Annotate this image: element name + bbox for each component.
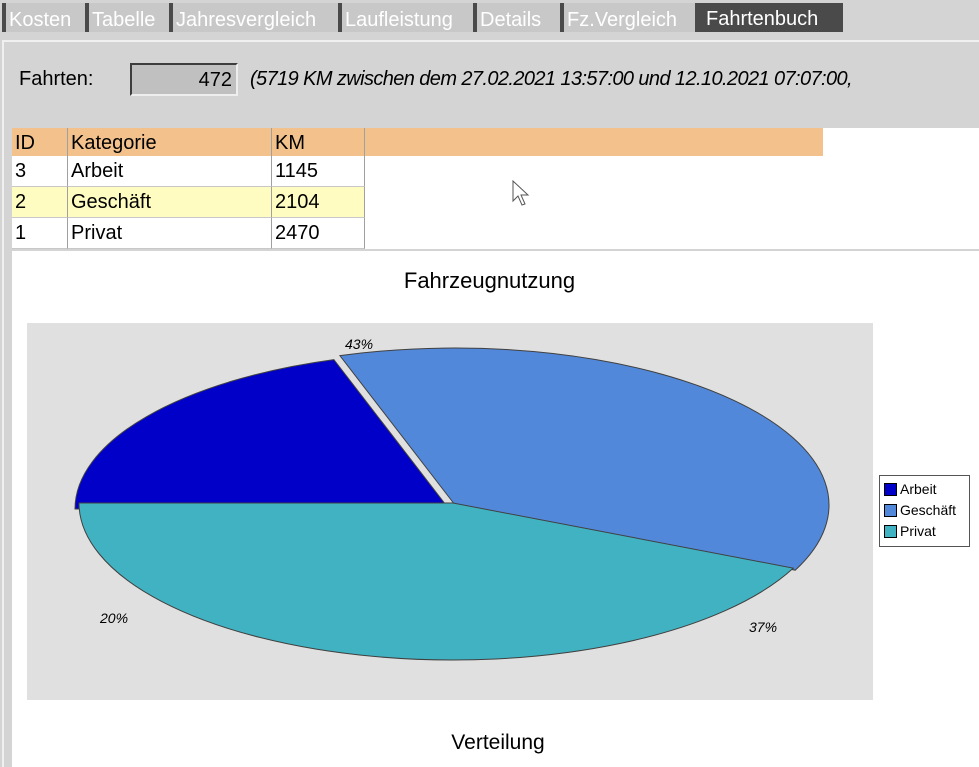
- legend-item-arbeit: Arbeit: [884, 479, 969, 500]
- tab-laufleistung[interactable]: Laufleistung: [338, 3, 473, 32]
- legend-item-privat: Privat: [884, 521, 969, 542]
- tab-fahrtenbuch[interactable]: Fahrtenbuch: [695, 3, 843, 32]
- fahrten-count-field[interactable]: 472: [130, 63, 238, 96]
- legend-label: Arbeit: [900, 481, 937, 497]
- column-header-km[interactable]: KM: [272, 128, 365, 156]
- table-header: [12, 128, 823, 156]
- table-cell-kategorie[interactable]: Geschäft: [68, 187, 272, 218]
- legend-label: Privat: [900, 523, 936, 539]
- fahrten-summary-text: (5719 KM zwischen dem 27.02.2021 13:57:0…: [250, 68, 853, 90]
- legend-swatch: [884, 504, 897, 517]
- chart-title: Fahrzeugnutzung: [403, 268, 576, 293]
- mouse-cursor-icon: [512, 180, 530, 206]
- tab-kosten[interactable]: Kosten: [2, 3, 85, 32]
- pie-label-arbeit: 20%: [100, 610, 129, 626]
- table-cell-km[interactable]: 2104: [272, 187, 365, 218]
- table-cell-km[interactable]: 2470: [272, 218, 365, 249]
- fahrten-label: Fahrten:: [19, 68, 94, 90]
- chart-xlabel: Verteilung: [451, 731, 545, 754]
- legend-label: Geschäft: [900, 502, 957, 518]
- tab-fz-vergleich[interactable]: Fz.Vergleich: [560, 3, 695, 32]
- divider: [12, 249, 979, 251]
- table-cell-kategorie[interactable]: Arbeit: [68, 156, 272, 187]
- tab-jahresvergleich[interactable]: Jahresvergleich: [169, 3, 338, 32]
- column-header-id[interactable]: ID: [12, 128, 68, 156]
- column-header-kategorie[interactable]: Kategorie: [68, 128, 272, 156]
- table-cell-kategorie[interactable]: Privat: [68, 218, 272, 249]
- table-cell-km[interactable]: 1145: [272, 156, 365, 187]
- table-cell-id[interactable]: 2: [12, 187, 68, 218]
- pie-label-privat: 43%: [345, 336, 374, 352]
- legend-swatch: [884, 483, 897, 496]
- tab-bar: Kosten Tabelle Jahresvergleich Laufleist…: [0, 0, 979, 34]
- pie-label-geschaeft: 37%: [749, 619, 778, 635]
- chart-plot-area: [27, 323, 873, 700]
- legend-item-geschaeft: Geschäft: [884, 500, 969, 521]
- table-cell-id[interactable]: 1: [12, 218, 68, 249]
- table-cell-id[interactable]: 3: [12, 156, 68, 187]
- legend-swatch: [884, 525, 897, 538]
- chart-legend: Arbeit Geschäft Privat: [879, 475, 970, 547]
- tab-tabelle[interactable]: Tabelle: [85, 3, 169, 32]
- tab-details[interactable]: Details: [473, 3, 560, 32]
